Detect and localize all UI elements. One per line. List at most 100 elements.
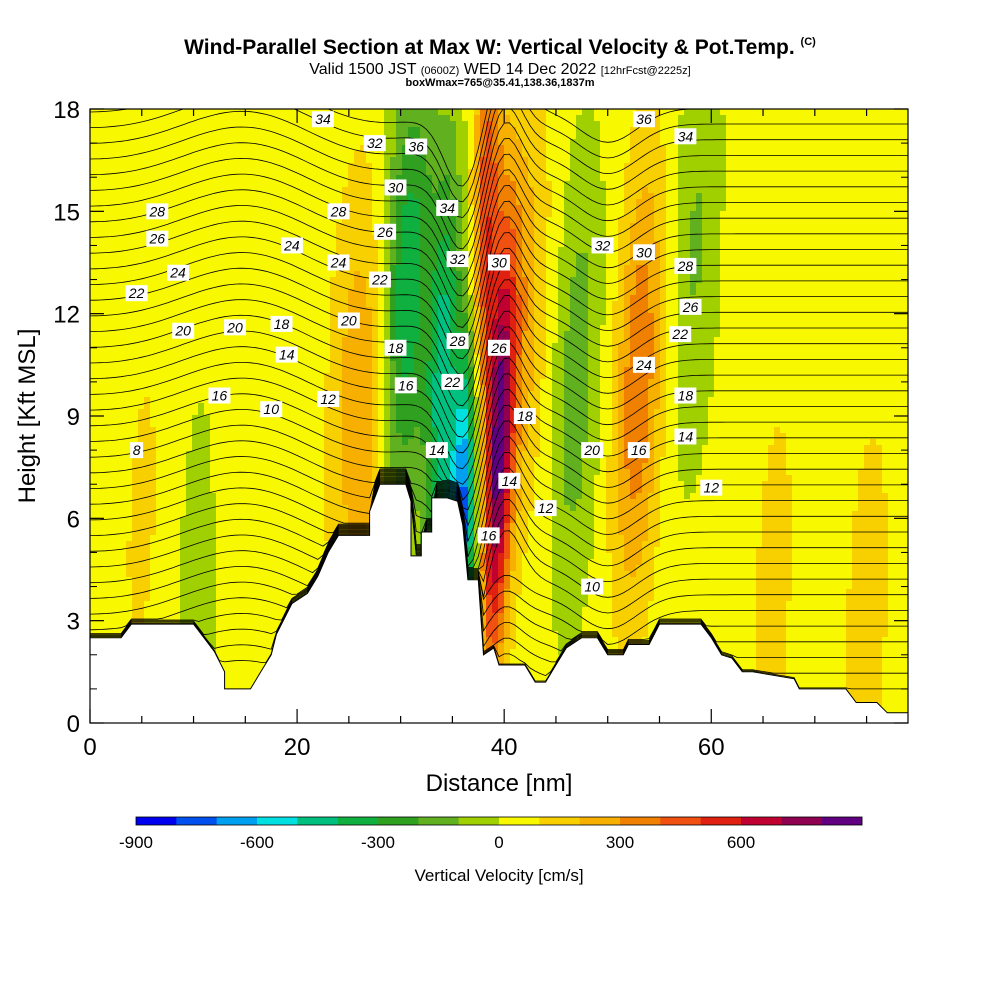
velocity-cell: [168, 493, 175, 500]
velocity-cell: [246, 223, 253, 230]
velocity-cell: [114, 121, 121, 128]
velocity-cell: [90, 565, 97, 572]
velocity-cell: [252, 541, 259, 548]
velocity-cell: [126, 505, 133, 512]
velocity-cell: [114, 277, 121, 284]
velocity-cell: [132, 469, 139, 476]
velocity-cell: [216, 115, 223, 122]
velocity-cell: [138, 157, 145, 164]
velocity-cell: [186, 487, 193, 494]
velocity-cell: [306, 361, 313, 368]
velocity-cell: [294, 127, 301, 134]
velocity-cell: [228, 583, 235, 590]
velocity-cell: [378, 265, 385, 272]
velocity-cell: [216, 181, 223, 188]
velocity-cell: [96, 607, 103, 614]
velocity-cell: [246, 133, 253, 140]
velocity-cell: [150, 397, 157, 404]
velocity-cell: [246, 397, 253, 404]
velocity-cell: [168, 115, 175, 122]
velocity-cell: [342, 187, 349, 194]
velocity-cell: [108, 355, 115, 362]
velocity-cell: [336, 373, 343, 380]
velocity-cell: [174, 379, 181, 386]
velocity-cell: [288, 589, 295, 596]
velocity-cell: [186, 283, 193, 290]
velocity-cell: [114, 553, 121, 560]
velocity-cell: [162, 409, 169, 416]
velocity-cell: [174, 409, 181, 416]
velocity-cell: [132, 355, 139, 362]
velocity-cell: [216, 277, 223, 284]
velocity-cell: [240, 619, 247, 626]
velocity-cell: [270, 601, 277, 608]
velocity-cell: [216, 121, 223, 128]
velocity-cell: [360, 151, 367, 158]
velocity-cell: [204, 601, 211, 608]
velocity-cell: [258, 367, 265, 374]
velocity-cell: [186, 127, 193, 134]
velocity-cell: [180, 511, 187, 518]
velocity-cell: [102, 205, 109, 212]
velocity-cell: [330, 427, 337, 434]
velocity-cell: [228, 613, 235, 620]
velocity-cell: [204, 277, 211, 284]
velocity-cell: [102, 307, 109, 314]
velocity-cell: [222, 211, 229, 218]
velocity-cell: [348, 289, 355, 296]
velocity-cell: [276, 277, 283, 284]
velocity-cell: [138, 601, 145, 608]
velocity-cell: [126, 577, 133, 584]
velocity-cell: [156, 505, 163, 512]
velocity-cell: [162, 313, 169, 320]
velocity-cell: [180, 313, 187, 320]
velocity-cell: [102, 397, 109, 404]
velocity-cell: [90, 343, 97, 350]
velocity-cell: [366, 469, 373, 476]
velocity-cell: [90, 397, 97, 404]
velocity-cell: [294, 289, 301, 296]
velocity-cell: [228, 343, 235, 350]
velocity-cell: [324, 457, 331, 464]
velocity-cell: [192, 571, 199, 578]
velocity-cell: [90, 253, 97, 260]
velocity-cell: [120, 517, 127, 524]
velocity-cell: [348, 109, 355, 116]
velocity-cell: [246, 355, 253, 362]
velocity-cell: [216, 367, 223, 374]
velocity-cell: [258, 295, 265, 302]
velocity-cell: [96, 337, 103, 344]
velocity-cell: [210, 283, 217, 290]
velocity-cell: [330, 145, 337, 152]
velocity-cell: [168, 205, 175, 212]
velocity-cell: [198, 289, 205, 296]
velocity-cell: [198, 331, 205, 338]
velocity-cell: [324, 301, 331, 308]
velocity-cell: [366, 187, 373, 194]
velocity-cell: [372, 349, 379, 356]
velocity-cell: [186, 157, 193, 164]
velocity-cell: [282, 403, 289, 410]
velocity-cell: [330, 451, 337, 458]
velocity-cell: [288, 361, 295, 368]
velocity-cell: [276, 271, 283, 278]
velocity-cell: [354, 361, 361, 368]
velocity-cell: [186, 343, 193, 350]
velocity-cell: [240, 307, 247, 314]
velocity-cell: [228, 205, 235, 212]
velocity-cell: [132, 433, 139, 440]
velocity-cell: [126, 547, 133, 554]
velocity-cell: [294, 211, 301, 218]
velocity-cell: [282, 499, 289, 506]
velocity-cell: [162, 163, 169, 170]
velocity-cell: [186, 115, 193, 122]
velocity-cell: [252, 421, 259, 428]
velocity-cell: [162, 517, 169, 524]
velocity-cell: [312, 385, 319, 392]
velocity-cell: [114, 349, 121, 356]
velocity-cell: [222, 295, 229, 302]
velocity-cell: [108, 613, 115, 620]
velocity-cell: [288, 439, 295, 446]
velocity-cell: [312, 391, 319, 398]
velocity-cell: [264, 637, 271, 644]
